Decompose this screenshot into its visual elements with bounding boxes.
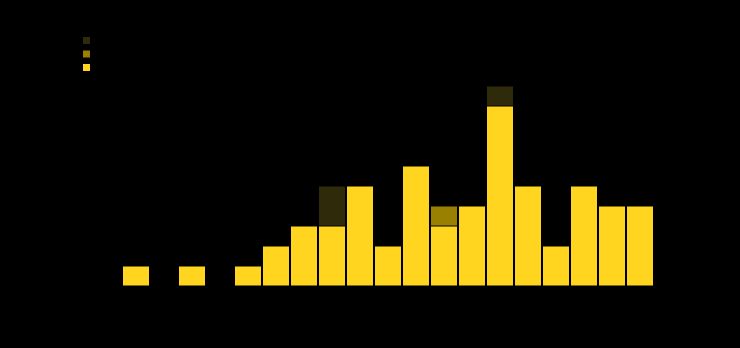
bar-segment	[542, 245, 570, 287]
bar-segment	[178, 265, 206, 287]
bar-segment	[318, 225, 346, 287]
bar-segment	[122, 265, 150, 287]
legend-swatch	[83, 50, 90, 58]
bar-segment	[598, 205, 626, 287]
bar-segment	[290, 225, 318, 287]
bar-segment	[514, 185, 542, 287]
bar-segment	[458, 205, 486, 287]
bar-segment	[374, 245, 402, 287]
bar-segment	[486, 85, 514, 107]
legend-swatch	[83, 64, 90, 71]
bar-segment	[402, 165, 430, 287]
bar-segment	[626, 205, 654, 287]
bar-segment	[234, 265, 262, 287]
bar-segment	[346, 185, 374, 287]
bar-segment	[262, 245, 290, 287]
bar-segment	[570, 185, 598, 287]
bar-segment	[430, 205, 458, 227]
bar-segment	[430, 225, 458, 287]
legend-swatch	[83, 37, 90, 44]
bar-segment	[318, 185, 346, 227]
bar-segment	[486, 105, 514, 287]
